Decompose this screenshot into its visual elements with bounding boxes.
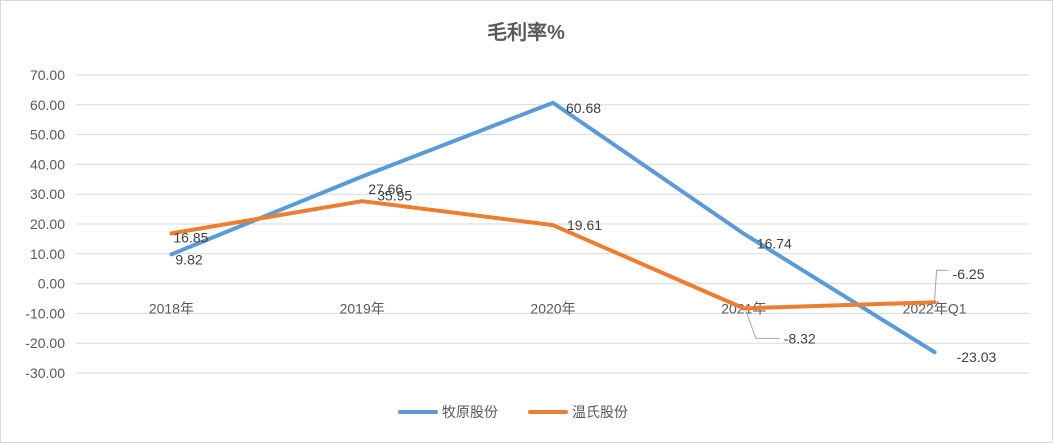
data-label: -23.03 [957, 349, 997, 365]
data-label-leader [745, 310, 780, 339]
y-tick-label: 20.00 [30, 216, 65, 232]
chart-title: 毛利率% [487, 20, 565, 44]
data-label: 9.82 [175, 251, 202, 267]
y-tick-label: 70.00 [30, 67, 65, 83]
y-tick-label: -20.00 [25, 335, 65, 351]
y-tick-label: 60.00 [30, 97, 65, 113]
x-axis-categories: 2018年 2019年 2020年 2021年 2022年Q1 [149, 301, 967, 317]
data-label: 16.74 [757, 236, 792, 252]
y-tick-label: 30.00 [30, 186, 65, 202]
y-axis-ticks: 70.00 60.00 50.00 40.00 30.00 20.00 10.00 0.00 -… [25, 67, 65, 381]
x-category-label: 2018年 [149, 301, 194, 317]
data-label-leader [934, 269, 949, 301]
data-label: -8.32 [784, 330, 816, 346]
y-tick-label: 0.00 [38, 276, 65, 292]
legend-label-1: 牧原股份 [442, 404, 498, 420]
data-label: 16.85 [173, 229, 208, 245]
series-line-2 [169, 199, 937, 311]
data-labels: 9.82 35.95 60.68 16.74 -23.03 16.85 27.66 19.61… [173, 100, 996, 365]
legend: 牧原股份 温氏股份 [398, 404, 628, 420]
data-label: 60.68 [566, 100, 601, 116]
series-line-1 [169, 100, 937, 355]
data-label: 27.66 [368, 181, 403, 197]
series-lines [169, 100, 937, 355]
y-tick-label: 10.00 [30, 246, 65, 262]
y-tick-label: -30.00 [25, 365, 65, 381]
y-tick-label: 40.00 [30, 156, 65, 172]
y-tick-label: 50.00 [30, 127, 65, 143]
data-label: -6.25 [953, 266, 985, 282]
data-label: 35.95 [377, 187, 412, 203]
legend-label-2: 温氏股份 [572, 404, 628, 420]
x-category-label: 2019年 [340, 301, 385, 317]
data-label: 19.61 [567, 217, 602, 233]
y-tick-label: -10.00 [25, 305, 65, 321]
x-category-label: 2020年 [530, 301, 575, 317]
